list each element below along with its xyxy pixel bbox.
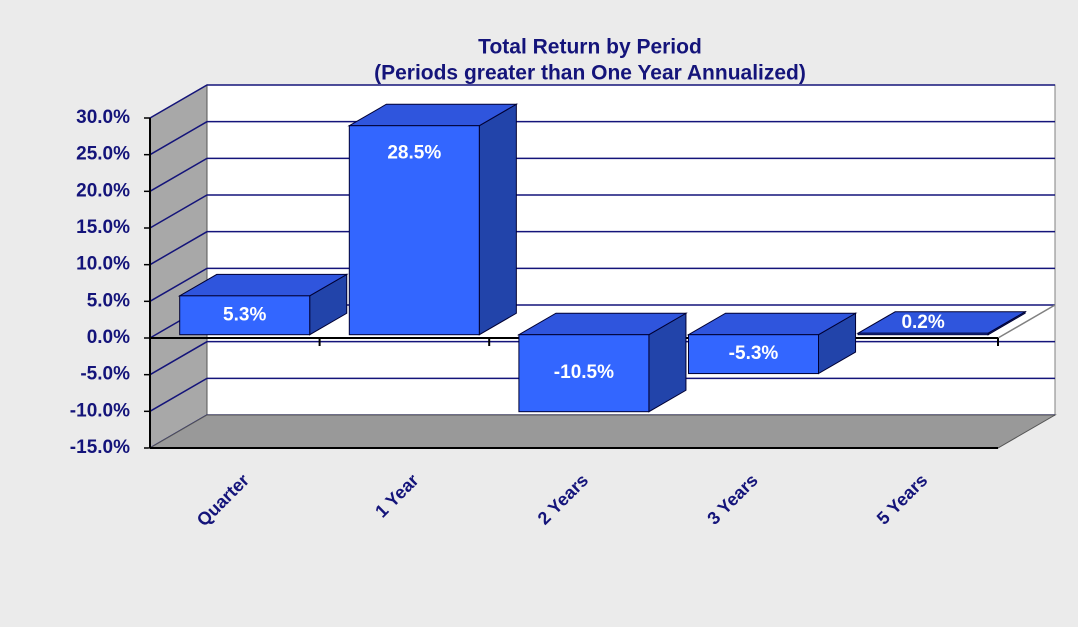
grid-line: [149, 230, 1055, 266]
y-tick-label: -5.0%: [80, 364, 130, 385]
value-label: -10.5%: [554, 362, 614, 383]
grid-line: [149, 120, 1055, 156]
grid-line: [149, 194, 1055, 229]
y-tick-label: 30.0%: [76, 107, 130, 128]
value-label: -5.3%: [729, 343, 779, 364]
y-tick-label: 15.0%: [76, 217, 130, 238]
y-tick-label: -15.0%: [70, 437, 130, 458]
grid-line: [149, 267, 1055, 302]
grid-line: [149, 84, 1055, 119]
y-tick-label: 25.0%: [76, 144, 130, 165]
y-tick-label: -10.0%: [70, 400, 130, 421]
y-tick-label: 10.0%: [76, 254, 130, 275]
y-tick-label: 0.0%: [87, 327, 130, 348]
y-tick-label: 20.0%: [76, 180, 130, 201]
value-label: 0.2%: [901, 312, 944, 333]
y-tick-label: 5.0%: [87, 290, 130, 311]
zero-edge: [997, 304, 1056, 339]
chart-subtitle: (Periods greater than One Year Annualize…: [374, 62, 806, 85]
bar: [348, 125, 480, 336]
side-wall: [149, 84, 208, 449]
grid-line: [149, 157, 1055, 192]
value-label: 5.3%: [223, 304, 266, 325]
value-label: 28.5%: [387, 143, 441, 164]
bar: [688, 334, 819, 375]
bar: [518, 334, 650, 413]
floor: [148, 414, 1057, 449]
bar: [179, 295, 311, 336]
bar: [857, 332, 989, 336]
grid-line: [149, 377, 1055, 412]
chart-title: Total Return by Period: [478, 36, 702, 59]
bar-side: [478, 103, 517, 336]
